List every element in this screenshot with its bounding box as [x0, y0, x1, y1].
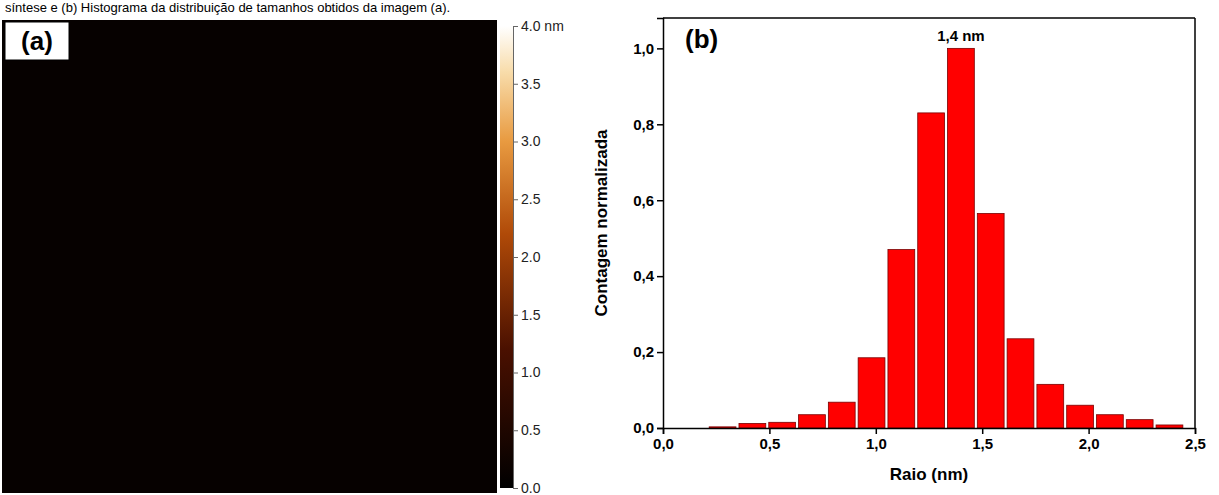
colorbar-tick-label: 1.5 [521, 307, 541, 323]
colorbar-tick: 0.0 [513, 480, 541, 495]
x-tick: 0,5 [759, 428, 780, 452]
y-axis-title: Contagem normalizada [592, 129, 611, 317]
colorbar-tick: 4.0 nm [513, 18, 564, 34]
y-tick: 0,6 [633, 192, 663, 209]
colorbar-tick-mark [513, 488, 518, 489]
panel-label: (b) [685, 24, 718, 54]
x-tick: 1,0 [866, 428, 887, 452]
x-tick-mark [1195, 428, 1197, 434]
y-tick-mark [657, 276, 663, 278]
x-axis-title: Raio (nm) [890, 465, 968, 484]
colorbar-tick: 1.0 [513, 364, 541, 380]
panel-a: (a) 4.0 nm 3.5 3.0 2.5 2.0 1.5 1.0 0.5 0.0 [2, 18, 564, 495]
x-tick-mark [876, 428, 878, 434]
y-tick-label: 0,2 [633, 343, 654, 360]
bar [1126, 420, 1153, 428]
x-tick-label: 2,5 [1185, 435, 1206, 452]
figure: síntese e (b) Histograma da distribuição… [0, 0, 1219, 495]
colorbar-tick-label: 1.0 [521, 364, 541, 380]
x-tick-mark [769, 428, 771, 434]
colorbar-tick-mark [513, 84, 518, 85]
colorbar-tick-label: 3.5 [521, 76, 541, 92]
bar [739, 423, 766, 428]
colorbar-tick-mark [513, 142, 518, 143]
colorbar-tick-mark [513, 257, 518, 258]
bar [1096, 415, 1123, 428]
y-tick-mark [657, 200, 663, 202]
colorbar-axis: 4.0 nm 3.5 3.0 2.5 2.0 1.5 1.0 0.5 0.0 [513, 18, 564, 495]
colorbar-tick-mark [513, 373, 518, 374]
x-tick-label: 2,0 [1079, 435, 1100, 452]
y-tick-mark [657, 428, 663, 430]
bar [799, 415, 826, 428]
colorbar-tick-label: 0.5 [521, 422, 541, 438]
colorbar-tick-mark [513, 315, 518, 316]
x-tick-label: 1,5 [972, 435, 993, 452]
y-tick-mark [657, 124, 663, 126]
bar [769, 422, 796, 428]
colorbar-axis-line [514, 27, 519, 489]
bar [1156, 425, 1183, 428]
x-tick-label: 0,0 [653, 435, 674, 452]
y-tick-mark [657, 352, 663, 354]
x-axis-line [664, 429, 1196, 435]
colorbar-tick: 3.0 [513, 133, 541, 149]
x-tick-mark [1088, 428, 1090, 434]
y-axis-line [657, 19, 664, 429]
y-tick-label: 0,6 [633, 192, 654, 209]
x-tick: 2,5 [1185, 428, 1206, 452]
colorbar [500, 26, 513, 488]
bar [828, 402, 855, 428]
panel-b: 0,00,51,01,52,02,50,00,20,40,60,81,0Raio… [592, 18, 1206, 484]
y-tick: 0,8 [633, 116, 663, 133]
x-tick: 2,0 [1079, 428, 1100, 452]
x-tick-label: 0,5 [759, 435, 780, 452]
y-tick: 0,2 [633, 343, 663, 360]
colorbar-tick-label: 2.5 [521, 191, 541, 207]
afm-image [2, 20, 497, 493]
colorbar-tick-label: 0.0 [521, 480, 541, 495]
colorbar-tick-mark [513, 26, 518, 27]
y-tick: 1,0 [633, 40, 663, 57]
x-tick: 0,0 [653, 428, 674, 452]
caption: síntese e (b) Histograma da distribuição… [5, 0, 450, 15]
bar [1037, 384, 1064, 428]
y-axis: 0,0 0,2 0,4 0,6 0,8 1,0 [633, 19, 663, 437]
colorbar-tick: 3.5 [513, 76, 541, 92]
bar [1007, 339, 1034, 428]
frame-top [663, 17, 1195, 19]
y-tick-label: 0,4 [633, 267, 655, 284]
colorbar-tick: 1.5 [513, 307, 541, 323]
bar [1067, 405, 1094, 428]
x-tick-label: 1,0 [866, 435, 887, 452]
bar [918, 113, 945, 428]
panel-label-box [5, 22, 69, 60]
y-tick-mark [657, 48, 663, 50]
frame-right [1194, 18, 1196, 428]
y-tick-label: 0,0 [633, 419, 654, 436]
bar [948, 48, 975, 428]
x-tick-mark [982, 428, 984, 434]
bars [709, 48, 1183, 428]
bar [858, 358, 885, 428]
colorbar-tick-mark [513, 199, 518, 200]
colorbar-tick: 2.5 [513, 191, 541, 207]
bar [977, 214, 1004, 428]
colorbar-tick-label: 2.0 [521, 249, 541, 265]
panel-label: (a) [21, 26, 53, 56]
colorbar-tick: 0.5 [513, 422, 541, 438]
y-tick: 0,4 [633, 267, 663, 284]
colorbar-tick: 2.0 [513, 249, 541, 265]
y-tick-label: 0,8 [633, 116, 654, 133]
y-tick: 0,0 [633, 419, 663, 436]
y-tick-label: 1,0 [633, 40, 654, 57]
colorbar-tick-mark [513, 430, 518, 431]
bar [888, 250, 915, 428]
x-axis: 0,0 0,5 1,0 1,5 2,0 2,5 [653, 428, 1206, 452]
colorbar-tick-label: 4.0 nm [521, 18, 564, 34]
annotation: 1,4 nm [937, 27, 985, 44]
colorbar-tick-label: 3.0 [521, 133, 541, 149]
x-tick: 1,5 [972, 428, 993, 452]
